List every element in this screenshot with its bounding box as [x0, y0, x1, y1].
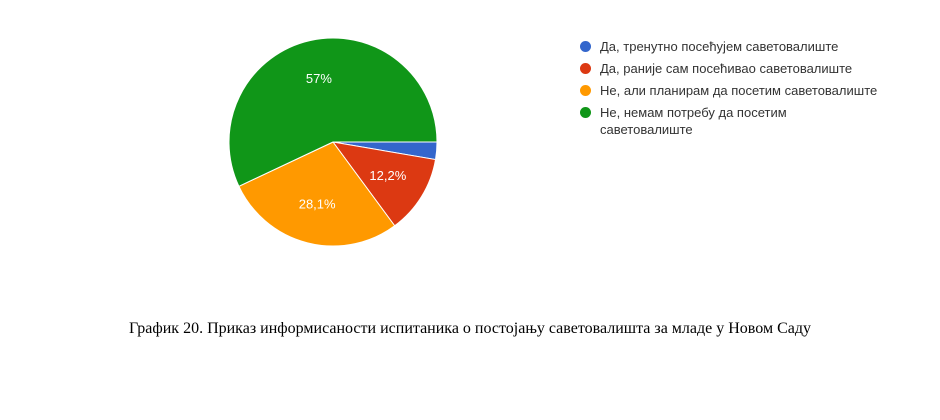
pie-value-label: 57% — [306, 71, 332, 86]
pie-slice-labels: 12,2% 28,1% 57% — [299, 71, 407, 211]
legend-label: Не, немам потребу да посетим саветовалиш… — [600, 105, 787, 137]
figure-caption: График 20. Приказ информисаности испитан… — [129, 320, 811, 337]
pie-slices — [228, 37, 438, 247]
legend-swatch — [580, 63, 591, 74]
legend-item-no-need: Не, немам потребу да посетим саветовалиш… — [580, 104, 880, 138]
legend: Да, тренутно посећујем саветовалиште Да,… — [580, 38, 880, 143]
legend-item-planning-to-attend: Не, али планирам да посетим саветовалишт… — [580, 82, 880, 99]
legend-swatch — [580, 41, 591, 52]
legend-item-previously-attended: Да, раније сам посећивао саветовалиште — [580, 60, 880, 77]
pie-value-label: 12,2% — [369, 168, 406, 183]
pie-svg: 12,2% 28,1% 57% — [228, 37, 438, 247]
legend-label: Да, тренутно посећујем саветовалиште — [600, 39, 839, 54]
legend-swatch — [580, 107, 591, 118]
pie-value-label: 28,1% — [299, 197, 336, 212]
legend-item-currently-attending: Да, тренутно посећујем саветовалиште — [580, 38, 880, 55]
legend-label: Да, раније сам посећивао саветовалиште — [600, 61, 853, 76]
legend-swatch — [580, 85, 591, 96]
pie-slice-no-need — [228, 37, 438, 187]
pie-slice-previously-attended — [331, 141, 437, 227]
pie-chart: 12,2% 28,1% 57% Да, тренутно посећујем сав… — [228, 37, 880, 247]
legend-label: Не, али планирам да посетим саветовалишт… — [600, 83, 878, 98]
